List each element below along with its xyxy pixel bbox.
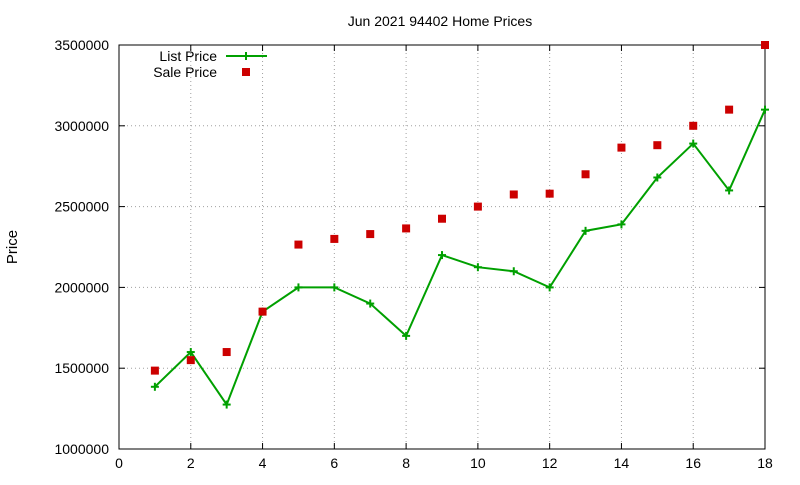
x-tick-label: 12 [542,455,558,471]
sale-price-marker [366,230,375,239]
sale-price-marker [581,170,590,179]
list-price-marker [150,382,159,391]
sale-price-marker [294,240,303,249]
sale-price-marker [402,224,411,233]
y-axis-label: Price [4,230,21,264]
sale-price-marker [725,105,734,114]
axis-layer: 0 2 4 6 8 10 12 14 16 18 1000000 1500000 2000000 2500… [54,37,773,471]
series-layer [150,41,769,409]
y-tick-label: 1000000 [54,441,109,457]
list-price-marker [653,173,662,182]
y-tick-label: 3000000 [54,118,109,134]
sale-price-marker [653,141,662,150]
sale-price-marker [689,121,698,130]
list-price-marker [294,283,303,292]
list-price-marker [473,263,482,272]
sale-price-marker [242,68,250,76]
sale-price-marker [473,202,482,211]
y-tick-label: 3500000 [54,37,109,53]
list-price-marker [725,186,734,195]
x-tick-label: 4 [259,455,267,471]
sale-price-marker [545,189,554,198]
x-tick-label: 8 [402,455,410,471]
sale-price-marker [617,143,626,152]
sale-price-marker [761,41,769,49]
sale-price-marker [509,190,518,199]
x-tick-label: 0 [115,455,123,471]
list-price-line [154,109,766,407]
x-tick-label: 6 [330,455,338,471]
x-tick-label: 18 [757,455,773,471]
x-tick-label: 2 [187,455,195,471]
list-price-marker [242,52,250,60]
y-tick-label: 1500000 [54,360,109,376]
legend-label-sale-price: Sale Price [153,64,217,80]
list-price-marker [186,348,195,357]
grid-layer [119,45,765,449]
list-price-marker [689,139,698,148]
list-price-marker [581,226,590,235]
list-price-marker [402,331,411,340]
y-tick-label: 2000000 [54,279,109,295]
y-tick-label: 2500000 [54,199,109,215]
list-price-marker [509,267,518,276]
sale-price-marker [438,214,446,223]
list-price-marker [545,283,554,292]
sale-price-marker [186,356,195,365]
sale-price-marker [150,366,159,375]
x-tick-label: 14 [614,455,630,471]
sale-price-marker [222,348,231,357]
legend-label-list-price: List Price [159,48,217,64]
x-tick-label: 10 [470,455,486,471]
list-price-marker [366,299,375,308]
series-sale-price [150,41,769,375]
chart-title: Jun 2021 94402 Home Prices [348,13,532,29]
list-price-marker [222,400,231,409]
list-price-marker [330,283,339,292]
sale-price-marker [258,307,267,316]
list-price-marker [761,105,769,114]
list-price-marker [438,251,446,260]
plot-frame [118,44,766,450]
series-list-price [150,105,769,409]
list-price-marker [617,220,626,229]
x-tick-label: 16 [685,455,701,471]
sale-price-marker [330,234,339,243]
